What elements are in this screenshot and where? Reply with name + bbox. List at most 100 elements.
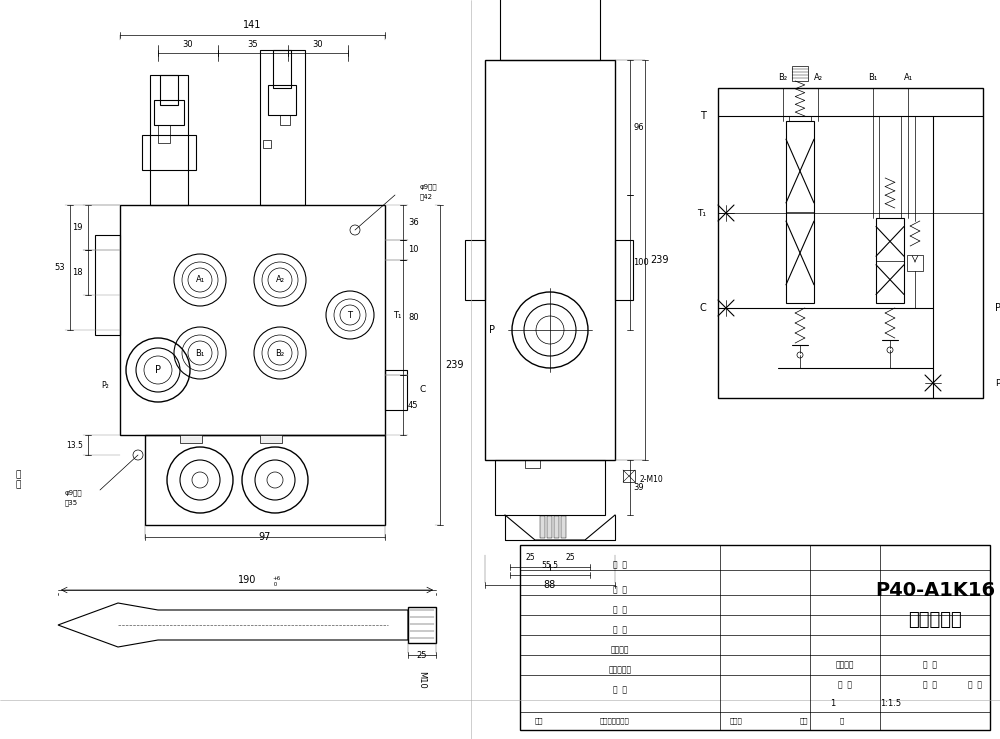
Bar	[385, 370, 407, 410]
Text: +6
 0: +6 0	[272, 576, 280, 587]
Text: 专  核: 专 核	[613, 686, 627, 695]
Text: 高42: 高42	[420, 194, 433, 200]
Text: 工艺检查: 工艺检查	[611, 645, 629, 655]
Text: 洗: 洗	[840, 718, 844, 724]
Text: P: P	[995, 303, 1000, 313]
Bar	[500, 0, 600, 60]
Text: 图样部位: 图样部位	[836, 661, 854, 670]
Text: 45: 45	[408, 401, 418, 409]
Bar	[160, 75, 178, 105]
Bar	[263, 140, 271, 148]
Text: 高35: 高35	[65, 500, 78, 506]
Text: 质  量: 质 量	[838, 681, 852, 689]
Bar	[485, 60, 615, 460]
Bar	[260, 50, 305, 205]
Bar	[520, 545, 990, 730]
Text: 100: 100	[633, 258, 649, 267]
Text: T: T	[700, 111, 706, 121]
Text: B₁: B₁	[868, 73, 878, 83]
Text: 239: 239	[445, 360, 464, 370]
Text: A₂: A₂	[276, 276, 285, 285]
Text: 30: 30	[313, 40, 323, 49]
Text: 13.5: 13.5	[66, 440, 83, 449]
Bar	[95, 235, 120, 335]
Text: 35: 35	[248, 40, 258, 49]
Text: B₂: B₂	[275, 349, 285, 358]
Text: P₁: P₁	[995, 378, 1000, 387]
Text: 更改人: 更改人	[730, 718, 743, 724]
Text: 239: 239	[650, 255, 668, 265]
Bar	[495, 460, 605, 515]
Text: 描  图: 描 图	[613, 605, 627, 615]
Text: 25: 25	[565, 553, 575, 562]
Text: B₁: B₁	[195, 349, 205, 358]
Text: T: T	[348, 310, 352, 319]
Bar	[876, 218, 904, 303]
Bar	[792, 66, 808, 81]
Text: 25: 25	[417, 651, 427, 660]
Bar	[525, 460, 540, 468]
Text: M10: M10	[418, 671, 426, 689]
Text: 日期: 日期	[800, 718, 808, 724]
Bar	[786, 121, 814, 303]
Bar	[718, 88, 983, 398]
Text: C: C	[699, 303, 706, 313]
Bar	[554, 516, 559, 538]
Text: 标准化检查: 标准化检查	[608, 666, 632, 675]
Bar	[154, 100, 184, 125]
Text: 190: 190	[238, 575, 256, 585]
Text: 设  计: 设 计	[613, 560, 627, 570]
Bar	[465, 240, 485, 300]
Text: φ9通孔: φ9通孔	[65, 490, 83, 497]
Bar	[150, 75, 188, 205]
Text: 正常内容检查图: 正常内容检查图	[600, 718, 630, 724]
Bar	[273, 50, 291, 88]
Text: B₂: B₂	[778, 73, 788, 83]
Text: 二联多路阀: 二联多路阀	[908, 611, 962, 629]
Text: 10: 10	[408, 245, 418, 254]
Text: 97: 97	[259, 532, 271, 542]
Text: 角  度: 角 度	[923, 681, 937, 689]
Text: 53: 53	[54, 263, 65, 272]
Text: A₁: A₁	[195, 276, 205, 285]
Bar	[260, 435, 282, 443]
Text: 141: 141	[243, 20, 262, 30]
Bar	[142, 135, 196, 170]
Text: 88: 88	[544, 580, 556, 590]
Text: φ9通孔: φ9通孔	[420, 184, 438, 191]
Text: 30: 30	[183, 40, 193, 49]
Text: T₁: T₁	[393, 310, 401, 319]
Text: P₂: P₂	[101, 381, 109, 389]
Text: T₁: T₁	[697, 208, 706, 217]
Bar	[180, 435, 202, 443]
Polygon shape	[58, 603, 408, 647]
Text: 1: 1	[830, 698, 835, 707]
Text: 标
记: 标 记	[15, 470, 21, 490]
Text: P: P	[489, 325, 495, 335]
Text: 18: 18	[72, 268, 83, 277]
Text: 制  图: 制 图	[613, 585, 627, 594]
Bar	[408, 607, 436, 643]
Text: 25: 25	[525, 553, 535, 562]
Bar	[120, 205, 385, 435]
Text: C: C	[420, 386, 426, 395]
Text: 96: 96	[633, 123, 644, 132]
Bar	[547, 516, 552, 538]
Bar	[540, 516, 545, 538]
Text: P: P	[155, 365, 161, 375]
Text: A₁: A₁	[903, 73, 913, 83]
Text: A₂: A₂	[814, 73, 822, 83]
Text: 80: 80	[408, 313, 419, 322]
Text: 36: 36	[408, 218, 419, 227]
Bar	[561, 516, 566, 538]
Bar	[615, 240, 633, 300]
Text: 19: 19	[72, 223, 83, 232]
Text: 比  例: 比 例	[923, 661, 937, 670]
Text: 重  量: 重 量	[968, 681, 982, 689]
Text: 疑记: 疑记	[535, 718, 544, 724]
Bar	[158, 125, 170, 143]
Bar	[145, 435, 385, 525]
Text: 1:1.5: 1:1.5	[880, 698, 901, 707]
Text: 校  对: 校 对	[613, 625, 627, 635]
Text: 2-M10: 2-M10	[640, 475, 664, 485]
